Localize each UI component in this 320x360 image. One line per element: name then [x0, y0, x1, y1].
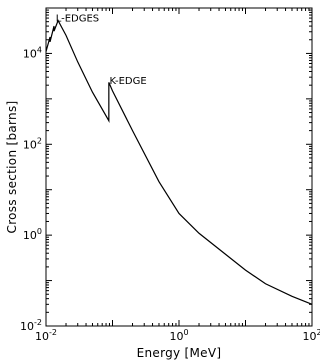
annotations: L-EDGES K-EDGE [56, 14, 147, 88]
x-ticks: 10-2 100 102 [35, 8, 320, 343]
x-tick-label: 100 [169, 328, 188, 343]
edge-annotation: K-EDGE [109, 76, 146, 87]
y-ticks: 10-2 100 102 104 [20, 9, 312, 333]
x-axis-title: Energy [MeV] [137, 346, 222, 360]
plot-frame [45, 7, 313, 327]
y-tick-label: 100 [23, 227, 42, 242]
x-tick-label: 102 [302, 328, 320, 343]
y-tick-label: 104 [23, 45, 42, 60]
y-axis-title: Cross section [barns] [5, 101, 19, 234]
cross-section-curve [45, 19, 313, 305]
edge-annotation: L-EDGES [56, 14, 99, 25]
x-tick-label: 10-2 [35, 328, 57, 343]
y-tick-label: 10-2 [20, 318, 42, 333]
y-tick-label: 102 [23, 136, 42, 151]
